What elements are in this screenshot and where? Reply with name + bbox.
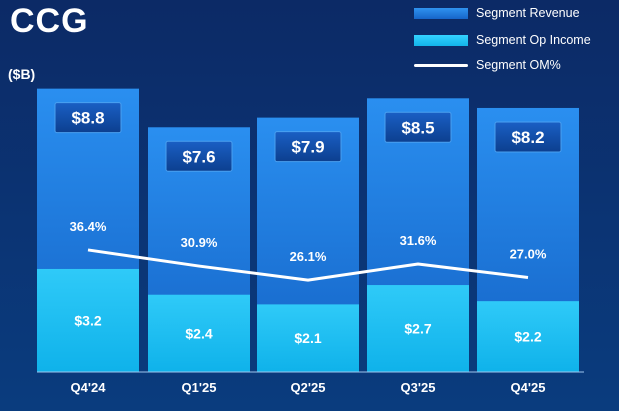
om-value-label-1: 30.9% xyxy=(181,235,218,250)
bar-op-income-2 xyxy=(257,304,359,372)
revenue-label-box-2 xyxy=(274,131,342,163)
op-income-value-label-1: $2.4 xyxy=(185,325,212,341)
om-line-series xyxy=(87,248,529,282)
bar-op-income-0 xyxy=(37,268,139,372)
x-tick-label-3: Q3'25 xyxy=(401,380,436,395)
om-value-label-3: 31.6% xyxy=(400,233,437,248)
om-value-label-0: 36.4% xyxy=(70,219,107,234)
revenue-value-label-0: $8.8 xyxy=(71,109,104,128)
x-tick-label-1: Q1'25 xyxy=(182,380,217,395)
legend-item-op-income: Segment Op Income xyxy=(414,31,591,49)
unit-label: ($B) xyxy=(8,66,36,82)
revenue-label-box-3 xyxy=(384,111,452,143)
legend-swatch-revenue xyxy=(414,7,468,19)
op-income-value-label-4: $2.2 xyxy=(514,329,541,345)
revenue-label-box-4 xyxy=(494,121,562,153)
revenue-value-label-2: $7.9 xyxy=(291,138,324,157)
op-income-value-label-0: $3.2 xyxy=(74,312,101,328)
om-value-label-4: 27.0% xyxy=(510,246,547,261)
x-tick-label-0: Q4'24 xyxy=(71,380,107,395)
legend-label-op-income: Segment Op Income xyxy=(476,33,591,47)
revenue-value-label-4: $8.2 xyxy=(511,128,544,147)
chart-title: CCG xyxy=(10,2,89,40)
bar-op-income-4 xyxy=(477,301,579,372)
legend-swatch-om xyxy=(414,63,468,67)
om-value-label-2: 26.1% xyxy=(290,249,327,264)
legend-item-revenue: Segment Revenue xyxy=(414,4,580,22)
bar-op-income-3 xyxy=(367,285,469,372)
bar-op-income-1 xyxy=(148,294,250,372)
revenue-value-label-1: $7.6 xyxy=(182,147,215,166)
legend-item-om: Segment OM% xyxy=(414,56,561,74)
revenue-label-box-1 xyxy=(165,140,233,172)
x-tick-label-4: Q4'25 xyxy=(511,380,546,395)
x-tick-label-2: Q2'25 xyxy=(291,380,326,395)
legend-swatch-op-income xyxy=(414,34,468,46)
legend-label-om: Segment OM% xyxy=(476,58,561,72)
revenue-label-box-0 xyxy=(54,102,122,134)
op-income-value-label-3: $2.7 xyxy=(404,321,431,337)
revenue-value-label-3: $8.5 xyxy=(401,118,434,137)
op-income-value-label-2: $2.1 xyxy=(294,330,321,346)
legend-label-revenue: Segment Revenue xyxy=(476,6,580,20)
